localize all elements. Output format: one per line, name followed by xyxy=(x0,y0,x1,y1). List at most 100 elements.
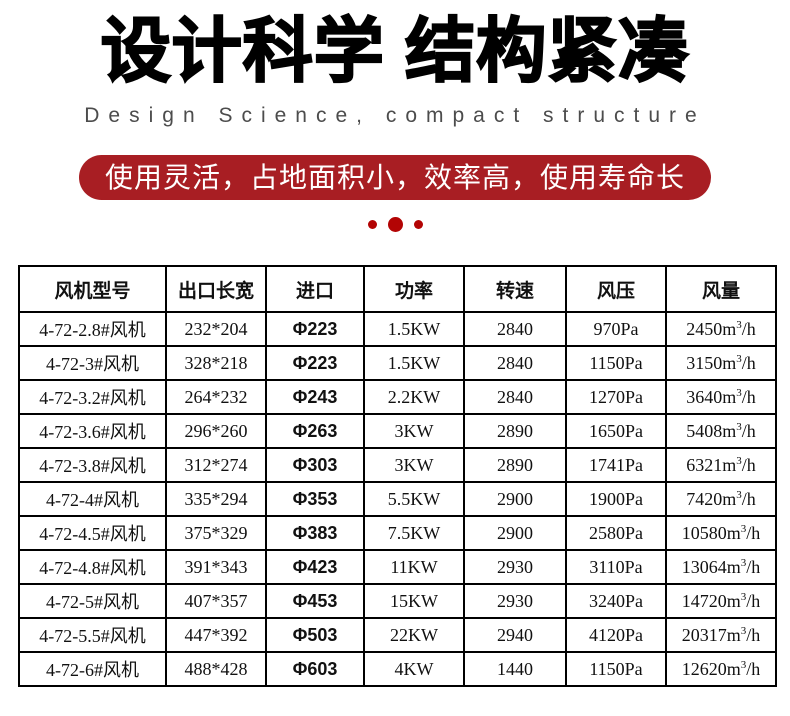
table-row: 4-72-6#风机 488*428 Φ603 4KW 1440 1150Pa 12620m3… xyxy=(18,651,777,687)
cell-inlet: Φ263 xyxy=(265,413,365,449)
cell-outlet-size: 335*294 xyxy=(165,481,267,517)
cell-flow: 3150m3/h xyxy=(665,345,777,381)
cell-power: 1.5KW xyxy=(363,345,465,381)
column-header-inlet: 进口 xyxy=(265,265,365,313)
dot-small-icon xyxy=(413,219,423,229)
column-header-outlet-size: 出口长宽 xyxy=(165,265,267,313)
table-row: 4-72-2.8#风机 232*204 Φ223 1.5KW 2840 970Pa 2450… xyxy=(18,311,777,347)
cell-model: 4-72-4.8#风机 xyxy=(18,549,167,585)
cell-pressure: 1741Pa xyxy=(565,447,667,483)
cell-inlet: Φ353 xyxy=(265,481,365,517)
cell-inlet: Φ603 xyxy=(265,651,365,687)
feature-banner: 使用灵活，占地面积小，效率高，使用寿命长 xyxy=(78,155,711,200)
table-row: 4-72-3.8#风机 312*274 Φ303 3KW 2890 1741Pa 6321m… xyxy=(18,447,777,483)
dot-small-icon xyxy=(367,219,377,229)
cell-power: 5.5KW xyxy=(363,481,465,517)
cell-model: 4-72-5.5#风机 xyxy=(18,617,167,653)
cell-speed: 2890 xyxy=(463,413,567,449)
cell-power: 2.2KW xyxy=(363,379,465,415)
cell-pressure: 3110Pa xyxy=(565,549,667,585)
cell-inlet: Φ453 xyxy=(265,583,365,619)
cell-outlet-size: 447*392 xyxy=(165,617,267,653)
cell-model: 4-72-5#风机 xyxy=(18,583,167,619)
cell-model: 4-72-3.2#风机 xyxy=(18,379,167,415)
cell-speed: 2900 xyxy=(463,515,567,551)
cell-pressure: 3240Pa xyxy=(565,583,667,619)
table-row: 4-72-3.2#风机 264*232 Φ243 2.2KW 2840 1270Pa 364… xyxy=(18,379,777,415)
cell-power: 7.5KW xyxy=(363,515,465,551)
cell-flow: 5408m3/h xyxy=(665,413,777,449)
table-row: 4-72-3#风机 328*218 Φ223 1.5KW 2840 1150Pa 3150m… xyxy=(18,345,777,381)
cell-flow: 3640m3/h xyxy=(665,379,777,415)
cell-inlet: Φ423 xyxy=(265,549,365,585)
cell-outlet-size: 375*329 xyxy=(165,515,267,551)
column-header-speed: 转速 xyxy=(463,265,567,313)
cell-pressure: 4120Pa xyxy=(565,617,667,653)
table-row: 4-72-4#风机 335*294 Φ353 5.5KW 2900 1900Pa 7420m… xyxy=(18,481,777,517)
cell-pressure: 970Pa xyxy=(565,311,667,347)
cell-pressure: 1650Pa xyxy=(565,413,667,449)
cell-power: 15KW xyxy=(363,583,465,619)
cell-inlet: Φ223 xyxy=(265,311,365,347)
cell-flow: 7420m3/h xyxy=(665,481,777,517)
cell-flow: 2450m3/h xyxy=(665,311,777,347)
cell-inlet: Φ243 xyxy=(265,379,365,415)
table-row: 4-72-5.5#风机 447*392 Φ503 22KW 2940 4120Pa 2031… xyxy=(18,617,777,653)
cell-outlet-size: 391*343 xyxy=(165,549,267,585)
cell-power: 3KW xyxy=(363,447,465,483)
cell-speed: 2840 xyxy=(463,345,567,381)
cell-outlet-size: 488*428 xyxy=(165,651,267,687)
cell-inlet: Φ303 xyxy=(265,447,365,483)
cell-power: 11KW xyxy=(363,549,465,585)
column-header-model: 风机型号 xyxy=(18,265,167,313)
cell-power: 1.5KW xyxy=(363,311,465,347)
cell-speed: 2930 xyxy=(463,549,567,585)
cell-flow: 14720m3/h xyxy=(665,583,777,619)
cell-outlet-size: 312*274 xyxy=(165,447,267,483)
cell-pressure: 1900Pa xyxy=(565,481,667,517)
cell-model: 4-72-4#风机 xyxy=(18,481,167,517)
column-header-flow: 风量 xyxy=(665,265,777,313)
cell-model: 4-72-6#风机 xyxy=(18,651,167,687)
cell-pressure: 1270Pa xyxy=(565,379,667,415)
column-header-power: 功率 xyxy=(363,265,465,313)
cell-flow: 10580m3/h xyxy=(665,515,777,551)
cell-model: 4-72-3#风机 xyxy=(18,345,167,381)
cell-model: 4-72-2.8#风机 xyxy=(18,311,167,347)
dot-large-icon xyxy=(387,216,403,232)
cell-model: 4-72-4.5#风机 xyxy=(18,515,167,551)
dots-divider xyxy=(0,216,790,232)
cell-flow: 20317m3/h xyxy=(665,617,777,653)
cell-speed: 2930 xyxy=(463,583,567,619)
cell-outlet-size: 328*218 xyxy=(165,345,267,381)
spec-table-body: 4-72-2.8#风机 232*204 Φ223 1.5KW 2840 970Pa 2450… xyxy=(18,311,777,687)
cell-pressure: 1150Pa xyxy=(565,651,667,687)
cell-speed: 2940 xyxy=(463,617,567,653)
spec-table-head-row: 风机型号 出口长宽 进口 功率 转速 风压 风量 xyxy=(18,265,777,313)
page-subtitle: Design Science, compact structure xyxy=(84,104,706,127)
cell-power: 4KW xyxy=(363,651,465,687)
cell-power: 3KW xyxy=(363,413,465,449)
cell-outlet-size: 232*204 xyxy=(165,311,267,347)
cell-model: 4-72-3.8#风机 xyxy=(18,447,167,483)
cell-inlet: Φ503 xyxy=(265,617,365,653)
cell-speed: 2900 xyxy=(463,481,567,517)
cell-power: 22KW xyxy=(363,617,465,653)
cell-flow: 12620m3/h xyxy=(665,651,777,687)
table-row: 4-72-5#风机 407*357 Φ453 15KW 2930 3240Pa 14720m… xyxy=(18,583,777,619)
cell-speed: 2840 xyxy=(463,379,567,415)
feature-banner-wrap: 使用灵活，占地面积小，效率高，使用寿命长 xyxy=(0,155,790,200)
page-title: 设计科学 结构紧凑 xyxy=(100,11,690,91)
spec-table-wrap: 风机型号 出口长宽 进口 功率 转速 风压 风量 4-72-2.8#风机 232*204 Φ22… xyxy=(18,265,777,687)
column-header-pressure: 风压 xyxy=(565,265,667,313)
table-row: 4-72-4.5#风机 375*329 Φ383 7.5KW 2900 2580Pa 105… xyxy=(18,515,777,551)
cell-outlet-size: 296*260 xyxy=(165,413,267,449)
cell-speed: 2890 xyxy=(463,447,567,483)
cell-outlet-size: 264*232 xyxy=(165,379,267,415)
cell-pressure: 2580Pa xyxy=(565,515,667,551)
cell-model: 4-72-3.6#风机 xyxy=(18,413,167,449)
table-row: 4-72-3.6#风机 296*260 Φ263 3KW 2890 1650Pa 5408m… xyxy=(18,413,777,449)
cell-flow: 6321m3/h xyxy=(665,447,777,483)
spec-table: 风机型号 出口长宽 进口 功率 转速 风压 风量 4-72-2.8#风机 232*204 Φ22… xyxy=(18,265,777,687)
